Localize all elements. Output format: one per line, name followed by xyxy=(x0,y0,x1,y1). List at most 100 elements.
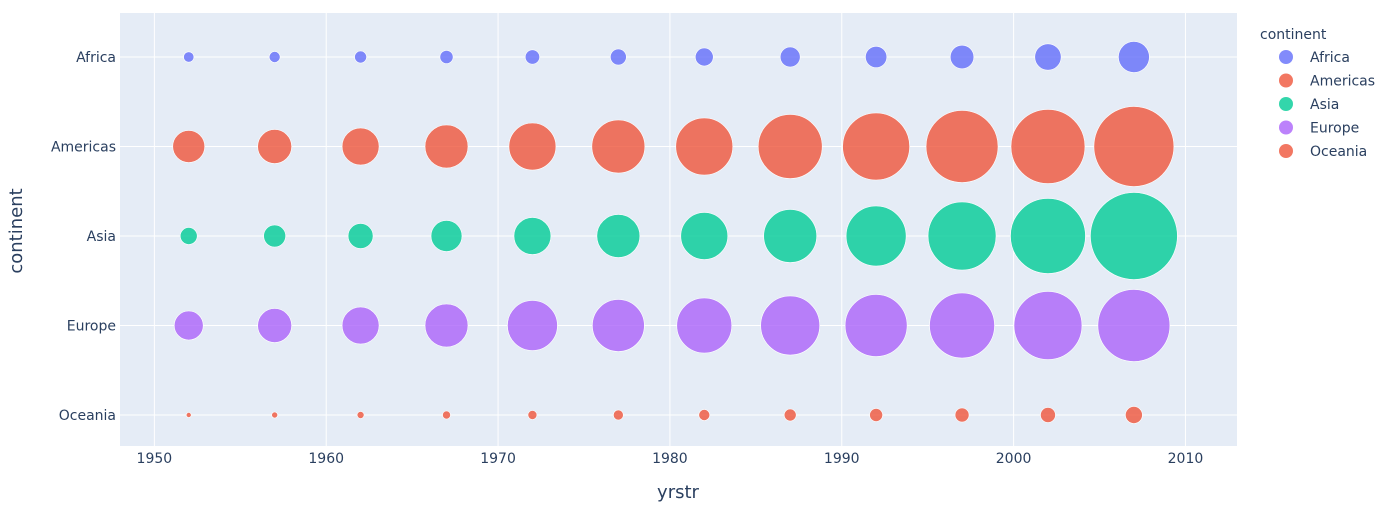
bubble-point xyxy=(173,310,204,341)
bubble-point xyxy=(524,49,540,65)
bubble-point xyxy=(271,411,278,419)
bubble-point xyxy=(925,110,999,183)
legend-label: Asia xyxy=(1310,97,1339,113)
y-tick-label: Asia xyxy=(87,229,116,245)
bubble-point xyxy=(356,411,365,419)
legend-marker xyxy=(1279,97,1293,111)
bubble-point xyxy=(613,409,624,421)
bubble-point xyxy=(592,299,645,352)
bubble-point xyxy=(1093,106,1175,187)
bubble-point xyxy=(347,223,374,249)
bubble-point xyxy=(1118,41,1150,73)
bubble-point xyxy=(268,51,281,63)
y-tick-label: Europe xyxy=(67,319,116,335)
y-tick-label: Americas xyxy=(51,140,116,156)
bubble-point xyxy=(172,130,206,163)
bubble-point xyxy=(779,46,801,68)
legend-label: Oceania xyxy=(1310,144,1367,160)
bubble-point xyxy=(1125,406,1143,424)
legend-item-americas[interactable]: Americas xyxy=(1279,73,1375,90)
bubble-point xyxy=(596,214,641,258)
bubble-point xyxy=(757,114,823,179)
bubble-point xyxy=(263,224,286,248)
bubble-point xyxy=(954,407,970,423)
legend-marker xyxy=(1279,120,1293,135)
bubble-point xyxy=(527,410,538,420)
bubble-point xyxy=(1090,192,1178,280)
x-tick-label: 1990 xyxy=(824,451,860,467)
bubble-point xyxy=(698,409,711,421)
legend-item-oceania[interactable]: Oceania xyxy=(1279,144,1367,160)
bubble-point xyxy=(439,50,454,64)
bubbles xyxy=(172,41,1178,424)
legend-title: continent xyxy=(1260,27,1327,43)
bubble-point xyxy=(783,408,797,422)
x-tick-label: 1950 xyxy=(137,451,173,467)
bubble-point xyxy=(179,227,198,245)
bubble-point xyxy=(424,124,469,169)
legend-marker xyxy=(1279,144,1293,158)
bubble-point xyxy=(341,306,380,345)
bubble-point xyxy=(865,45,888,68)
bubble-point xyxy=(185,412,192,418)
legend-item-asia[interactable]: Asia xyxy=(1279,97,1339,113)
bubble-point xyxy=(869,408,883,422)
legend-label: Americas xyxy=(1310,74,1375,90)
x-tick-label: 2010 xyxy=(1168,451,1204,467)
bubble-point xyxy=(844,294,908,357)
legend-marker xyxy=(1279,50,1293,64)
bubble-point xyxy=(1034,43,1062,71)
bubble-point xyxy=(949,44,975,70)
bubble-point xyxy=(763,209,818,263)
bubble-point xyxy=(591,119,646,174)
legend-marker xyxy=(1279,73,1293,88)
bubble-point xyxy=(1010,109,1086,184)
bubble-point xyxy=(507,300,558,351)
y-tick-label: Oceania xyxy=(59,408,116,424)
bubble-point xyxy=(508,122,557,171)
bubble-point xyxy=(424,303,469,348)
legend-item-europe[interactable]: Europe xyxy=(1279,120,1359,137)
series-americas xyxy=(172,106,1175,187)
bubble-point xyxy=(257,308,292,343)
bubble-point xyxy=(1010,198,1086,274)
bubble-point xyxy=(341,127,380,166)
bubble-point xyxy=(676,297,733,354)
bubble-point xyxy=(760,295,821,356)
legend-label: Africa xyxy=(1310,50,1350,66)
bubble-point xyxy=(842,112,910,181)
series-asia xyxy=(179,192,1178,280)
bubble-point xyxy=(675,117,734,176)
legend: continent Africa Americas Asia Europe Oceani… xyxy=(1260,27,1375,160)
bubble-point xyxy=(1040,407,1056,423)
bubble-point xyxy=(513,217,552,255)
x-axis-title: yrstr xyxy=(657,482,699,503)
bubble-point xyxy=(927,201,997,271)
bubble-point xyxy=(1097,289,1171,362)
y-tick-label: Africa xyxy=(76,50,116,66)
x-tick-labels: 1950 1960 1970 1980 1990 2000 2010 xyxy=(137,451,1204,467)
legend-label: Europe xyxy=(1310,121,1359,137)
bubble-point xyxy=(929,292,995,359)
series-europe xyxy=(173,289,1171,362)
bubble-point xyxy=(183,51,195,63)
series-africa xyxy=(183,41,1150,73)
y-axis-title: continent xyxy=(6,188,27,273)
bubble-point xyxy=(442,410,451,420)
x-tick-label: 1960 xyxy=(308,451,344,467)
bubble-point xyxy=(1013,291,1083,360)
bubble-point xyxy=(694,47,714,67)
legend-item-africa[interactable]: Africa xyxy=(1279,50,1350,66)
series-oceania xyxy=(185,406,1143,424)
bubble-point xyxy=(845,205,907,267)
bubble-point xyxy=(680,212,729,260)
x-tick-label: 1970 xyxy=(480,451,516,467)
x-tick-label: 2000 xyxy=(996,451,1032,467)
bubble-point xyxy=(257,129,292,164)
bubble-point xyxy=(430,220,463,252)
bubble-point xyxy=(354,50,367,64)
x-tick-label: 1980 xyxy=(652,451,688,467)
y-tick-labels: Africa Americas Asia Europe Oceania xyxy=(51,50,116,424)
bubble-point xyxy=(610,48,627,66)
